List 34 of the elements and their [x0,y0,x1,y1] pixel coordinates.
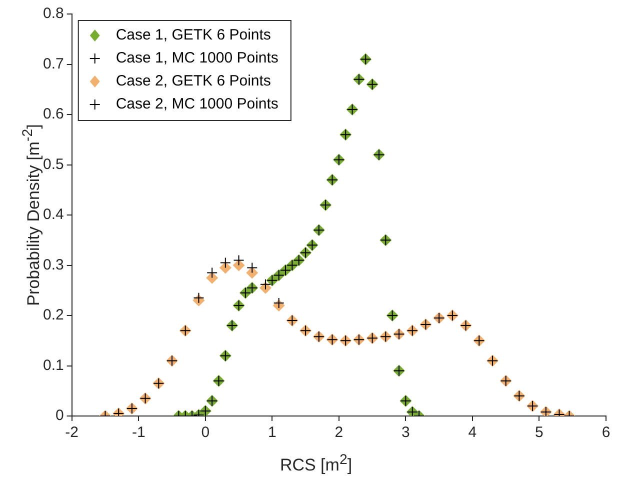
x-tick-label: -2 [65,424,79,442]
legend-label: Case 2, MC 1000 Points [116,96,278,113]
y-tick-label: 0 [56,407,64,424]
legend-label: Case 1, GETK 6 Points [116,26,271,44]
point [273,297,284,308]
y-tick-label: 0.4 [42,206,64,224]
x-tick-label: 6 [602,424,610,442]
y-tick-label: 0.8 [42,5,64,22]
point [206,267,218,278]
x-axis-title: RCS [m$^{2}$] [278,452,354,476]
point [233,254,244,266]
point [220,257,231,268]
x-tick-label: -1 [132,424,146,442]
x-tick-label: 1 [268,424,276,442]
x-tick-label: 4 [468,424,477,442]
x-tick-label: 5 [535,424,544,442]
y-tick-label: 0.2 [42,306,64,324]
point [219,262,232,274]
x-tick-label: 2 [334,424,344,442]
y-tick-label: 0.6 [42,106,64,123]
y-tick-label: 0.7 [42,55,64,72]
point [246,266,258,279]
point [260,278,271,290]
y-tick-label: 0.3 [42,256,64,274]
point [206,272,218,284]
legend-label: Case 2, GETK 6 Points [116,72,271,90]
point [193,292,204,304]
x-tick-label: 3 [402,424,410,442]
y-tick-label: 0.5 [42,156,64,173]
point [246,262,258,274]
point [232,259,245,272]
x-tick-label: 0 [201,424,210,442]
legend-label: Case 1, MC 1000 Points [116,50,278,67]
y-tick-label: 0.1 [42,356,64,374]
